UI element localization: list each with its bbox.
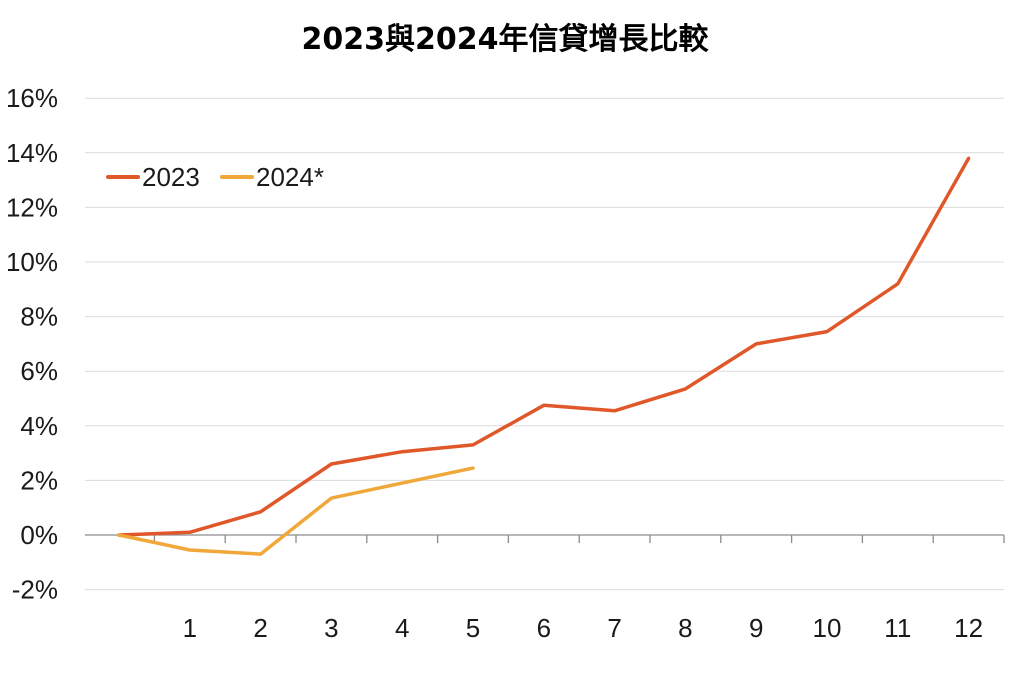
chart-title: 2023與2024年信貸增長比較 <box>301 22 709 57</box>
x-tick-label: 9 <box>749 613 763 643</box>
x-tick-label: 7 <box>607 613 621 643</box>
legend-label: 2023 <box>142 162 200 192</box>
x-tick-label: 6 <box>537 613 551 643</box>
y-tick-label: 10% <box>6 247 58 277</box>
x-tick-label: 1 <box>183 613 197 643</box>
x-axis <box>85 534 1005 543</box>
y-tick-label: 8% <box>20 302 58 332</box>
legend-label: 2024* <box>256 162 324 192</box>
legend: 2023 2024* <box>106 162 324 192</box>
y-tick-label: 12% <box>6 192 58 222</box>
y-tick-label: 2% <box>20 465 58 495</box>
x-tick-label: 4 <box>395 613 409 643</box>
y-tick-label: 16% <box>6 83 58 113</box>
x-axis-tick-labels: 1 2 3 4 5 6 7 8 9 10 11 12 <box>183 613 983 643</box>
grid-lines <box>85 97 1004 591</box>
x-tick-label: 12 <box>954 613 983 643</box>
y-tick-label: 4% <box>20 411 58 441</box>
y-axis-tick-labels: 16% 14% 12% 10% 8% 6% 4% 2% 0% -2% <box>6 83 58 604</box>
x-tick-label: 8 <box>678 613 692 643</box>
y-tick-label: 0% <box>20 520 58 550</box>
x-tick-label: 3 <box>324 613 338 643</box>
series-line-2024 <box>117 466 475 556</box>
series-lines <box>117 156 971 556</box>
x-tick-label: 11 <box>884 613 911 643</box>
series-line-2023 <box>117 156 971 537</box>
y-tick-label: -2% <box>12 575 58 605</box>
y-tick-label: 14% <box>6 138 58 168</box>
x-tick-label: 5 <box>466 613 480 643</box>
y-tick-label: 6% <box>20 356 58 386</box>
x-tick-label: 2 <box>253 613 267 643</box>
x-tick-label: 10 <box>813 613 842 643</box>
